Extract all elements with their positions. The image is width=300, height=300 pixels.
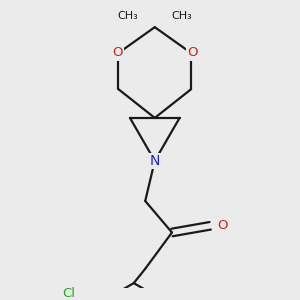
- Text: O: O: [187, 46, 197, 59]
- Text: Cl: Cl: [62, 286, 75, 300]
- Text: O: O: [112, 46, 123, 59]
- Text: N: N: [150, 154, 160, 168]
- Text: CH₃: CH₃: [118, 11, 138, 21]
- Text: CH₃: CH₃: [171, 11, 192, 21]
- Text: O: O: [217, 219, 228, 232]
